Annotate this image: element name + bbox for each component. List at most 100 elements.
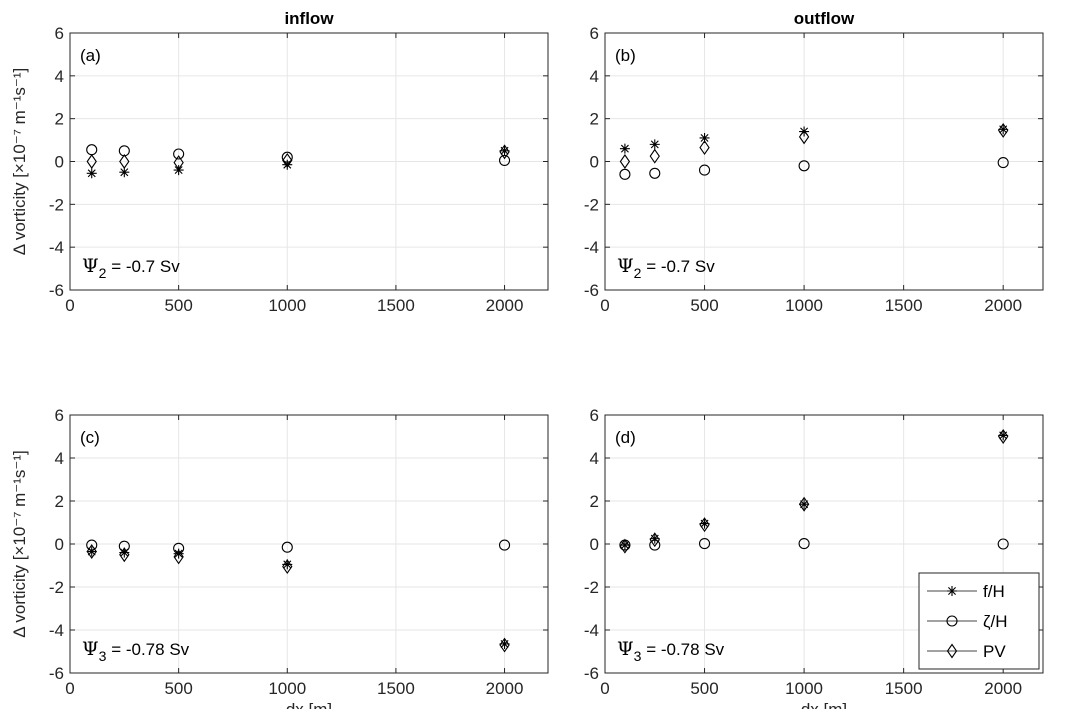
- y-tick-label: 4: [55, 67, 64, 86]
- y-tick-label: -4: [49, 238, 64, 257]
- y-tick-label: -4: [584, 238, 599, 257]
- y-axis-label: Δ vorticity [×10⁻⁷ m⁻¹s⁻¹]: [10, 68, 29, 256]
- y-tick-label: 0: [590, 535, 599, 554]
- data-point: [619, 154, 631, 169]
- legend-marker: [947, 586, 957, 596]
- transport-annotation: Ψ3 = -0.78 Sv: [82, 638, 190, 664]
- series-asterisk: [86, 145, 510, 179]
- y-tick-label: 2: [590, 110, 599, 129]
- panel-label: (a): [80, 46, 101, 65]
- data-point: [799, 126, 810, 137]
- y-tick-label: -4: [49, 621, 64, 640]
- panel-a: 0 500 1000 1500 2000 -6 -4 -2 0 2 4 6 inflow (a) Δ vor…: [10, 9, 549, 315]
- panel-b: 0 500 1000 1500 2000 -6 -4 -2 0 2 4 6 outflow (b) Ψ2 =…: [584, 9, 1044, 315]
- transport-annotation: Ψ2 = -0.7 Sv: [617, 255, 715, 281]
- x-tick-label: 500: [164, 679, 192, 698]
- y-tick-label: -2: [584, 578, 599, 597]
- x-tick-label: 0: [65, 296, 74, 315]
- data-point: [698, 164, 711, 176]
- data-point: [997, 538, 1009, 550]
- y-tick-label: -6: [49, 664, 64, 683]
- data-point: [699, 140, 710, 156]
- data-point: [997, 157, 1009, 169]
- x-tick-label: 1000: [268, 296, 306, 315]
- x-tick-label: 2000: [486, 296, 524, 315]
- data-point: [86, 546, 97, 557]
- data-point: [998, 429, 1009, 444]
- data-point: [173, 165, 184, 176]
- legend: f/H ζ/H PV: [918, 572, 1040, 670]
- panel-label: (b): [615, 46, 636, 65]
- y-tick-label: 6: [55, 24, 64, 43]
- y-tick-label: 0: [55, 535, 64, 554]
- data-point: [998, 124, 1009, 135]
- data-point: [798, 538, 810, 550]
- data-point: [619, 538, 631, 554]
- data-point: [699, 132, 710, 143]
- x-tick-label: 1500: [885, 679, 923, 698]
- y-tick-label: 6: [55, 406, 64, 425]
- series-asterisk: [619, 430, 1009, 551]
- y-tick-label: 2: [55, 110, 64, 129]
- series-asterisk: [86, 546, 510, 649]
- y-tick-label: 0: [590, 153, 599, 172]
- y-tick-label: 0: [55, 153, 64, 172]
- data-point: [699, 517, 710, 533]
- legend-marker: [946, 643, 958, 659]
- y-tick-label: -2: [49, 578, 64, 597]
- data-point: [649, 148, 660, 164]
- data-point: [998, 122, 1009, 138]
- series-circle: [86, 539, 511, 554]
- legend-label: f/H: [983, 582, 1005, 601]
- data-point: [799, 499, 810, 510]
- data-point: [86, 154, 97, 169]
- series-circle: [619, 157, 1009, 180]
- data-point: [119, 167, 130, 178]
- y-tick-label: 4: [590, 449, 599, 468]
- data-point: [118, 540, 130, 552]
- transport-annotation: Ψ2 = -0.7 Sv: [82, 255, 180, 281]
- y-axis-label: Δ vorticity [×10⁻⁷ m⁻¹s⁻¹]: [10, 450, 29, 638]
- panel-label: (d): [615, 428, 636, 447]
- data-point: [698, 538, 711, 550]
- y-tick-label: -6: [49, 281, 64, 300]
- series-diamond: [86, 144, 510, 171]
- x-axis-label: dx [m]: [286, 700, 332, 709]
- data-point: [798, 160, 810, 172]
- x-tick-label: 1000: [785, 679, 823, 698]
- data-point: [282, 159, 293, 170]
- data-point: [699, 518, 710, 529]
- data-point: [86, 539, 98, 551]
- data-point: [119, 547, 130, 558]
- data-point: [119, 547, 130, 563]
- data-point: [499, 637, 510, 653]
- data-point: [282, 559, 293, 570]
- data-point: [281, 151, 293, 163]
- panel-c: 0 500 1000 1500 2000 -6 -4 -2 0 2 4 6 (c) Δ vorticity…: [10, 406, 549, 709]
- data-point: [649, 533, 660, 544]
- x-axis-label: dx [m]: [801, 700, 847, 709]
- x-tick-label: 1000: [268, 679, 306, 698]
- data-point: [282, 559, 293, 575]
- series-circle: [86, 144, 511, 166]
- data-point: [649, 139, 660, 150]
- series-diamond: [86, 544, 510, 653]
- series-asterisk: [619, 124, 1009, 154]
- y-tick-label: -4: [584, 621, 599, 640]
- y-tick-label: 4: [55, 449, 64, 468]
- y-tick-label: -2: [584, 195, 599, 214]
- x-tick-label: 1500: [377, 679, 415, 698]
- x-tick-label: 2000: [984, 679, 1022, 698]
- data-point: [173, 148, 185, 160]
- data-point: [498, 539, 511, 551]
- data-point: [798, 496, 810, 512]
- y-tick-label: -2: [49, 195, 64, 214]
- transport-annotation: Ψ3 = -0.78 Sv: [617, 638, 725, 664]
- y-tick-label: 4: [590, 67, 599, 86]
- data-point: [499, 145, 510, 156]
- series-diamond: [619, 122, 1009, 169]
- data-point: [649, 532, 660, 548]
- legend-label: PV: [983, 642, 1006, 661]
- x-tick-label: 0: [600, 679, 609, 698]
- y-tick-label: 2: [590, 492, 599, 511]
